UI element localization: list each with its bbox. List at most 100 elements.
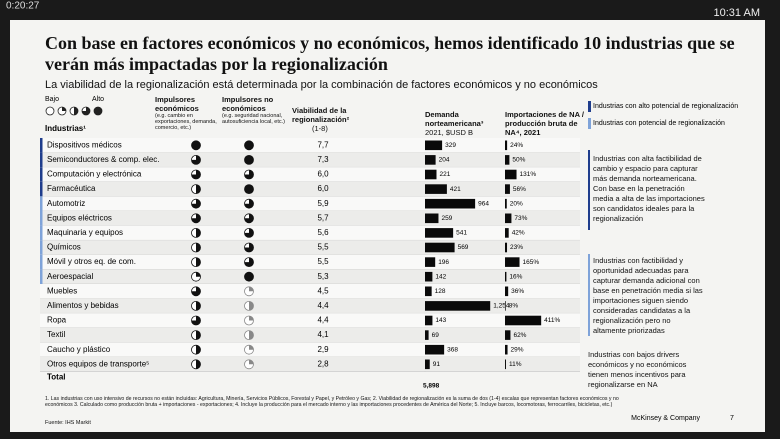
group-marker <box>40 225 43 241</box>
imports-label: 50% <box>512 157 525 164</box>
industry-name: Ropa <box>47 316 67 325</box>
header-viability: Viabilidad de la regionalización² (1-8) <box>292 106 372 133</box>
imports-bar <box>505 140 508 151</box>
brand: McKinsey & Company <box>631 415 700 422</box>
demand-label: 69 <box>432 332 440 339</box>
viability: 4,4 <box>317 301 329 310</box>
harvey-ball <box>244 184 254 194</box>
imports-label: 131% <box>520 171 537 178</box>
demand-bar <box>425 213 439 224</box>
demand-bar <box>425 169 437 180</box>
industry-name: Computación y electrónica <box>47 170 142 179</box>
legend-harvey <box>45 106 55 116</box>
row-background <box>40 342 580 357</box>
demand-label: 421 <box>450 186 461 193</box>
imports-bar <box>505 359 506 370</box>
harvey-ball <box>191 286 201 296</box>
group-marker <box>40 196 43 211</box>
harvey-ball <box>191 170 201 179</box>
harvey-ball <box>196 301 201 311</box>
demand-bar <box>425 359 430 370</box>
industry-name: Móvil y otros eq. de com. <box>47 257 136 266</box>
group-marker <box>40 167 43 182</box>
imports-bar <box>505 301 506 311</box>
demand-bar <box>425 140 443 151</box>
imports-label: 165% <box>523 259 540 266</box>
row-background <box>40 357 580 372</box>
imports-bar <box>505 155 510 165</box>
imports-bar <box>505 315 542 326</box>
imports-label: 23% <box>510 244 523 251</box>
imports-bar <box>505 198 507 209</box>
demand-bar <box>425 315 433 326</box>
legend-harvey <box>94 107 102 115</box>
row-background <box>40 254 580 270</box>
row-background <box>40 211 580 226</box>
group-marker <box>40 138 43 153</box>
scale-high: Alto <box>92 96 104 103</box>
imports-label: 62% <box>513 332 526 339</box>
demand-bar <box>425 286 432 297</box>
legend-swatch <box>588 118 591 129</box>
imports-bar <box>505 242 508 253</box>
demand-bar <box>425 184 447 194</box>
note: Industrias con alta factibilidad de camb… <box>593 154 705 223</box>
imports-bar <box>505 344 508 355</box>
demand-label: 204 <box>439 157 450 164</box>
demand-label: 964 <box>478 200 489 207</box>
row-background <box>40 152 580 168</box>
legend-harvey <box>74 107 78 115</box>
total-label: Total <box>47 373 66 382</box>
harvey-ball <box>196 359 201 369</box>
harvey-ball <box>249 359 254 365</box>
demand-bar <box>425 242 455 253</box>
viability: 5,3 <box>317 272 329 281</box>
imports-label: 11% <box>509 361 522 368</box>
harvey-ball <box>191 140 201 150</box>
header-note: (1-8) <box>312 124 328 133</box>
harvey-ball <box>244 228 254 238</box>
footnote: 1. Las industrias con uso intensivo de r… <box>45 396 619 408</box>
harvey-ball <box>244 272 254 282</box>
group-marker <box>40 269 43 284</box>
harvey-ball <box>191 316 201 325</box>
legend-item: Industrias con potencial de regionalizac… <box>593 120 725 127</box>
viability: 5,5 <box>317 243 329 252</box>
demand-label: 368 <box>447 346 458 353</box>
legend-swatch <box>588 101 591 112</box>
industry-name: Maquinaria y equipos <box>47 228 123 237</box>
imports-label: 29% <box>511 346 524 353</box>
header-industry: Industrias¹ <box>45 124 86 133</box>
header-text: Viabilidad de la regionalización² <box>292 106 350 124</box>
legend-harvey <box>82 107 90 115</box>
row-background <box>40 269 580 284</box>
imports-label: 411% <box>544 317 560 324</box>
harvey-ball <box>249 330 254 340</box>
imports-bar <box>505 169 517 180</box>
page-number: 7 <box>730 415 734 422</box>
viability: 6,0 <box>317 170 329 179</box>
demand-label: 569 <box>458 244 469 251</box>
industry-name: Alimentos y bebidas <box>47 301 119 310</box>
viability: 5,7 <box>317 213 329 222</box>
scale-low: Bajo <box>45 96 59 103</box>
viability: 4,5 <box>317 286 329 295</box>
harvey-ball <box>196 330 201 340</box>
industry-name: Equipos eléctricos <box>47 213 112 222</box>
group-marker <box>40 152 43 168</box>
imports-label: 73% <box>514 215 527 222</box>
group-marker <box>40 240 43 255</box>
harvey-ball <box>191 199 201 209</box>
demand-label: 221 <box>439 171 450 178</box>
row-background <box>40 313 580 328</box>
harvey-ball <box>244 140 254 150</box>
note-marker <box>588 254 590 336</box>
demand-bar <box>425 344 445 355</box>
imports-label: 24% <box>510 142 523 149</box>
row-background <box>40 181 580 197</box>
harvey-ball <box>249 316 254 321</box>
total-demand: 5,898 <box>423 382 440 389</box>
imports-bar <box>505 257 520 267</box>
